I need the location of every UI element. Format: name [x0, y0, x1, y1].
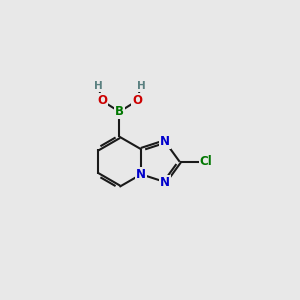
Text: N: N [160, 135, 170, 148]
Text: N: N [160, 176, 170, 188]
Text: N: N [136, 168, 146, 181]
Text: B: B [115, 105, 124, 118]
Text: O: O [97, 94, 107, 107]
Text: H: H [94, 81, 102, 91]
Text: Cl: Cl [200, 155, 212, 168]
Text: H: H [136, 81, 145, 91]
Text: O: O [132, 94, 142, 107]
